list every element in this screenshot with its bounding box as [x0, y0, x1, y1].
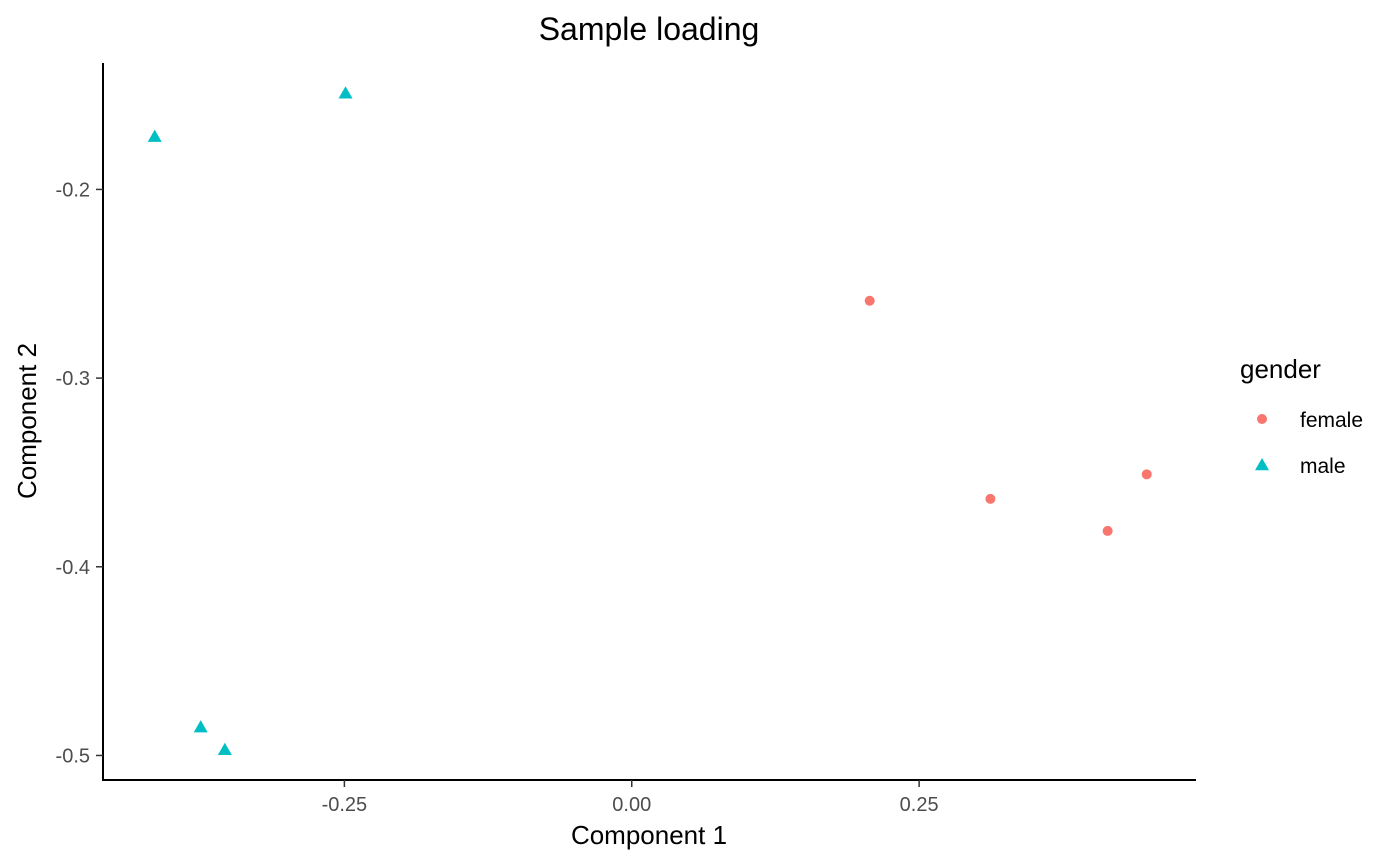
legend-label-female: female: [1300, 409, 1363, 432]
x-ticks: -0.25 0.00 0.25: [322, 780, 939, 816]
y-tick-label: -0.2: [56, 179, 90, 201]
y-ticks: -0.2 -0.3 -0.4 -0.5: [56, 179, 103, 767]
data-point-male: [193, 720, 208, 733]
data-point-female: [985, 493, 996, 504]
legend-key-female: [1257, 414, 1267, 424]
y-axis-title: Component 2: [12, 343, 42, 499]
legend-items: female male: [1255, 409, 1363, 478]
data-point-female: [864, 295, 875, 306]
data-point-female: [1141, 469, 1152, 480]
data-point-male: [217, 742, 232, 756]
chart-title: Sample loading: [539, 11, 760, 47]
x-tick-label: -0.25: [322, 794, 368, 816]
data-points: [147, 86, 1152, 756]
y-tick-label: -0.3: [56, 368, 90, 390]
x-tick-label: 0.25: [900, 794, 939, 816]
legend: gender female male: [1240, 354, 1363, 478]
x-tick-label: 0.00: [612, 794, 651, 816]
axes: [102, 63, 1196, 781]
y-tick-label: -0.5: [56, 745, 90, 767]
legend-key-male: [1255, 458, 1269, 471]
legend-title: gender: [1240, 354, 1321, 384]
y-tick-label: -0.4: [56, 557, 90, 579]
data-point-female: [1102, 525, 1113, 536]
data-point-male: [338, 86, 353, 99]
legend-label-male: male: [1300, 455, 1346, 478]
data-point-male: [147, 129, 162, 142]
x-axis-title: Component 1: [571, 820, 727, 850]
